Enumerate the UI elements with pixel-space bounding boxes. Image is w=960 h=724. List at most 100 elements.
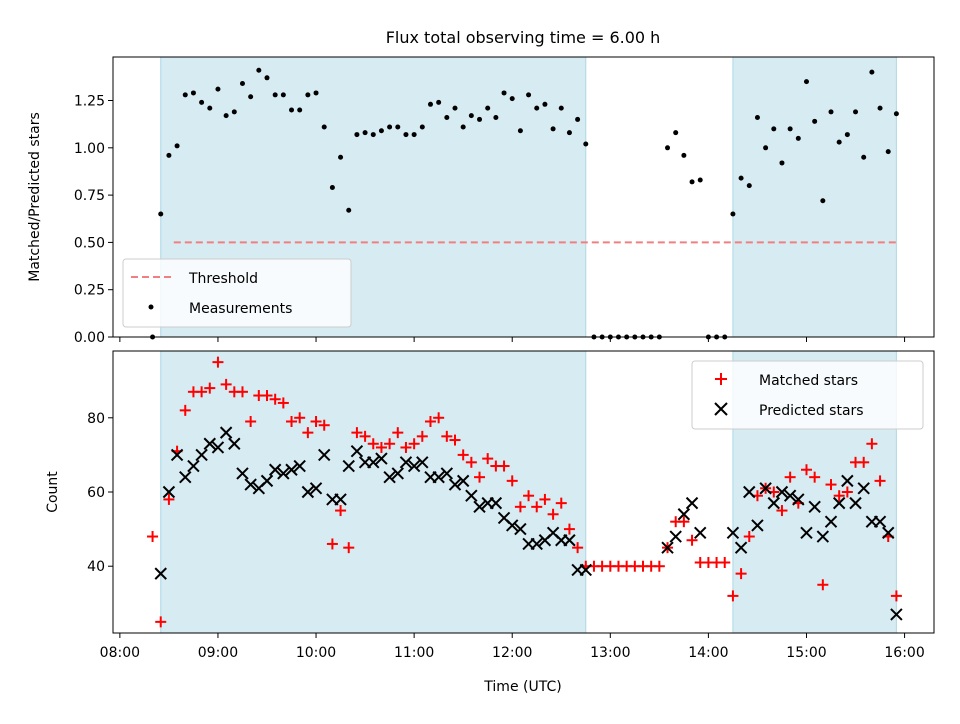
matched-star-point xyxy=(286,416,298,427)
measurement-point xyxy=(542,101,548,107)
measurement-point xyxy=(207,105,213,111)
measurement-point xyxy=(362,130,368,136)
measurement-point xyxy=(836,139,842,145)
measurement-point xyxy=(477,116,483,122)
measurement-point xyxy=(370,132,376,138)
predicted-star-point xyxy=(228,437,241,450)
predicted-star-point xyxy=(187,459,200,473)
measurement-point xyxy=(771,126,777,132)
matched-star-point xyxy=(653,560,665,572)
predicted-star-point xyxy=(816,530,830,543)
matched-star-point xyxy=(563,523,575,535)
predicted-star-point xyxy=(383,470,396,484)
measurement-point xyxy=(517,128,523,134)
measurement-point xyxy=(264,75,270,81)
top-y-tick-label: 1.25 xyxy=(74,94,105,110)
bottom-x-tick: 08:00 xyxy=(100,633,140,661)
predicted-star-point xyxy=(260,474,274,488)
bottom-y-tick-label: 40 xyxy=(87,559,105,575)
measurement-point xyxy=(231,109,237,115)
measurement-point xyxy=(174,143,180,149)
predicted-star-point xyxy=(277,467,290,480)
measurement-point xyxy=(485,105,491,111)
top-y-axis-label: Matched/Predicted stars xyxy=(27,112,43,282)
predicted-star-point xyxy=(407,459,421,473)
predicted-star-point xyxy=(416,456,429,469)
matched-star-point xyxy=(719,557,731,568)
matched-star-point xyxy=(204,382,216,394)
predicted-star-point xyxy=(685,496,699,510)
measurement-point xyxy=(346,207,352,213)
bottom-x-tick-label: 12:00 xyxy=(492,645,532,661)
predicted-star-point xyxy=(743,485,756,499)
predicted-star-point xyxy=(162,485,176,499)
legend-predicted-swatch xyxy=(714,402,728,416)
top-y-tick: 0.50 xyxy=(74,235,113,251)
predicted-star-point xyxy=(203,437,216,450)
predicted-star-point xyxy=(293,459,306,473)
measurement-point xyxy=(844,132,850,138)
predicted-star-point xyxy=(301,485,315,499)
measurement-point xyxy=(869,69,875,75)
predicted-star-point xyxy=(285,463,298,476)
matched-star-point xyxy=(147,531,159,543)
measurement-point xyxy=(158,211,164,217)
matched-star-point xyxy=(858,456,870,468)
measurement-point xyxy=(861,154,867,160)
bottom-x-tick: 16:00 xyxy=(884,633,925,661)
top-legend: Threshold Measurements xyxy=(122,258,352,328)
predicted-stars-points xyxy=(154,426,903,621)
bottom-y-axis-label: Count xyxy=(45,471,61,513)
measurement-point xyxy=(338,154,344,160)
top-y-tick: 1.00 xyxy=(74,141,113,157)
measurement-point xyxy=(787,126,793,132)
matched-star-point xyxy=(866,438,878,450)
matched-star-point xyxy=(212,356,224,368)
bottom-x-tick: 14:00 xyxy=(688,633,729,661)
matched-star-point xyxy=(343,542,355,554)
matched-star-point xyxy=(727,590,739,602)
predicted-star-point xyxy=(219,426,233,439)
measurement-point xyxy=(411,132,417,138)
top-y-tick: 0.25 xyxy=(74,283,113,299)
bottom-plot-panel: 40 60 80 08:00 09:00 10:00 11:00 12:00 13:00 14:… xyxy=(45,350,935,695)
predicted-star-point xyxy=(506,519,519,532)
measurement-point xyxy=(280,92,286,98)
predicted-star-point xyxy=(489,496,503,510)
legend-threshold-label: Threshold xyxy=(188,271,258,287)
matched-star-point xyxy=(776,505,788,517)
measurement-point xyxy=(820,198,826,204)
matched-star-point xyxy=(833,490,845,502)
matched-star-point xyxy=(163,493,175,505)
predicted-star-point xyxy=(334,493,347,506)
measurement-point xyxy=(493,115,499,121)
matched-star-point xyxy=(384,438,396,450)
measurement-point xyxy=(468,113,474,119)
predicted-star-point xyxy=(268,463,282,476)
measurement-point xyxy=(550,126,556,132)
predicted-star-point xyxy=(179,470,192,484)
chart-title: Flux total observing time = 6.00 h xyxy=(386,28,661,47)
matched-star-point xyxy=(441,430,453,442)
predicted-star-point xyxy=(669,530,682,543)
predicted-star-point xyxy=(726,526,740,540)
matched-star-point xyxy=(310,416,322,427)
matched-star-point xyxy=(506,475,518,487)
measurement-point xyxy=(526,92,532,98)
measurement-point xyxy=(354,132,360,138)
measurement-point xyxy=(877,105,883,111)
predicted-star-point xyxy=(530,537,543,551)
predicted-star-point xyxy=(514,522,527,536)
matched-star-point xyxy=(196,386,208,398)
top-x-ticks xyxy=(119,337,906,342)
bottom-y-tick-label: 60 xyxy=(87,485,105,501)
matched-star-point xyxy=(465,456,477,468)
predicted-star-point xyxy=(432,470,445,484)
matched-star-point xyxy=(539,493,551,505)
measurement-point xyxy=(329,185,335,191)
measurement-point xyxy=(754,115,760,121)
top-y-tick-label: 0.25 xyxy=(74,283,105,299)
matched-star-point xyxy=(392,427,404,439)
predicted-star-point xyxy=(367,456,380,469)
predicted-star-point xyxy=(882,526,895,540)
